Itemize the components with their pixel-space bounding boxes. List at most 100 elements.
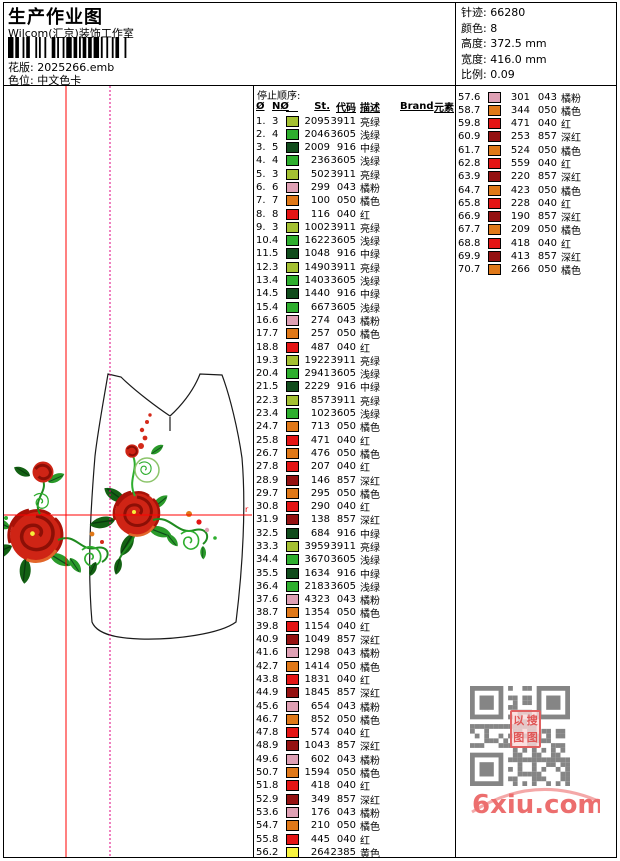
row-color-name: 黄色: [360, 848, 380, 860]
row-seq: 20.: [256, 368, 272, 380]
table-row: 27. 8 207 040 红: [254, 459, 454, 474]
row-code: 3605: [330, 155, 356, 167]
row-color-name: 深红: [360, 516, 380, 528]
table-row: 11. 5 1048 916 中绿: [254, 246, 454, 262]
row-code: 857: [336, 687, 356, 699]
row-stitches: 1043: [304, 740, 330, 752]
row-stitches: 713: [310, 421, 330, 433]
row-seq: 59.: [458, 118, 474, 130]
row-seq: 63.: [458, 171, 474, 183]
pattern-value: 2025266.emb: [37, 61, 115, 74]
row-seq: 15.: [256, 301, 272, 313]
row-stitches: 299: [310, 181, 330, 193]
row-color-name: 浅绿: [360, 130, 380, 142]
garment-outline: [89, 373, 245, 640]
row-color-name: 深红: [360, 636, 380, 648]
row-needle: 2: [272, 846, 279, 858]
row-seq: 27.: [256, 461, 272, 473]
row-color-name: 红: [561, 120, 571, 132]
row-stitches: 236: [310, 155, 330, 167]
row-color-name: 橘色: [360, 769, 380, 781]
row-stitches: 190: [510, 211, 530, 223]
row-seq: 40.: [256, 634, 272, 646]
row-code: 857: [336, 740, 356, 752]
row-color-name: 橘色: [360, 330, 380, 342]
row-seq: 64.: [458, 184, 474, 196]
row-color-name: 亮绿: [360, 117, 380, 129]
row-color-name: 中绿: [360, 250, 380, 262]
color-swatch: [286, 501, 299, 513]
row-code: 050: [336, 447, 356, 459]
color-swatch: [488, 171, 501, 183]
color-swatch: [286, 607, 299, 619]
row-needle: 7: [272, 713, 279, 725]
row-color-name: 橘色: [360, 609, 380, 621]
col-element: 元素: [434, 103, 454, 114]
table-row: 9. 3 1002 3911 亮绿: [254, 220, 454, 235]
row-stitches: 1002: [304, 221, 330, 233]
table-row: 37. 6 4323 043 橘粉: [254, 592, 454, 607]
row-stitches: 295: [310, 487, 330, 499]
row-stitches: 102: [310, 408, 330, 420]
row-code: 3605: [330, 275, 356, 287]
table-row: 48. 9 1043 857 深红: [254, 738, 454, 754]
row-seq: 66.: [458, 211, 474, 223]
row-seq: 8.: [256, 208, 266, 220]
row-needle: 5: [272, 288, 279, 300]
row-code: 3911: [330, 394, 356, 406]
color-swatch: [286, 301, 299, 313]
row-needle: 8: [272, 501, 279, 513]
table-row: 54. 7 210 050 橘色: [254, 818, 454, 834]
color-swatch: [286, 833, 299, 845]
table-row: 34. 4 3670 3605 浅绿: [254, 552, 454, 567]
row-seq: 10.: [256, 235, 272, 247]
row-seq: 25.: [256, 434, 272, 446]
row-stitches: 138: [310, 514, 330, 526]
row-stitches: 4323: [304, 594, 330, 606]
row-color-name: 橘粉: [360, 183, 380, 195]
row-needle: 8: [474, 197, 481, 209]
table-row: 39. 8 1154 040 红: [254, 619, 454, 634]
row-color-name: 深红: [360, 476, 380, 488]
row-stitches: 574: [310, 727, 330, 739]
col-brand: Brand: [400, 101, 434, 112]
row-seq: 67.: [458, 224, 474, 236]
table-row: 17. 7 257 050 橘色: [254, 326, 454, 342]
row-stitches: 116: [310, 208, 330, 220]
row-needle: 7: [272, 767, 279, 779]
row-color-name: 红: [360, 503, 370, 515]
table-row: 70. 7 266 050 橘色: [456, 262, 616, 277]
row-code: 043: [336, 753, 356, 765]
row-seq: 70.: [458, 264, 474, 276]
row-color-name: 浅绿: [360, 303, 380, 315]
row-seq: 24.: [256, 421, 272, 433]
row-color-name: 橘色: [360, 822, 380, 834]
row-needle: 4: [272, 408, 279, 420]
table-row: 58. 7 344 050 橘色: [456, 103, 616, 118]
color-swatch: [286, 806, 299, 818]
color-swatch: [286, 474, 299, 486]
row-stitches: 301: [510, 91, 530, 103]
row-color-name: 深红: [360, 742, 380, 754]
row-seq: 19.: [256, 354, 272, 366]
row-code: 3911: [330, 541, 356, 552]
header-divider-line: [3, 85, 617, 86]
row-seq: 5.: [256, 168, 266, 180]
row-needle: 7: [272, 195, 279, 207]
table-row: 2. 4 2046 3605 浅绿: [254, 127, 454, 142]
row-color-name: 浅绿: [360, 277, 380, 289]
row-stitches: 852: [310, 713, 330, 725]
table-row: 41. 6 1298 043 橘粉: [254, 645, 454, 660]
color-swatch: [286, 261, 299, 273]
color-swatch: [286, 155, 299, 167]
row-code: 040: [537, 237, 557, 249]
row-code: 050: [336, 328, 356, 340]
table-row: 49. 6 602 043 橘粉: [254, 752, 454, 767]
row-seq: 58.: [458, 104, 474, 116]
color-swatch: [286, 181, 299, 193]
color-swatch: [488, 157, 501, 169]
row-code: 040: [336, 727, 356, 739]
color-swatch: [286, 793, 299, 805]
row-code: 3911: [330, 221, 356, 233]
table-row: 61. 7 524 050 橘色: [456, 143, 616, 158]
